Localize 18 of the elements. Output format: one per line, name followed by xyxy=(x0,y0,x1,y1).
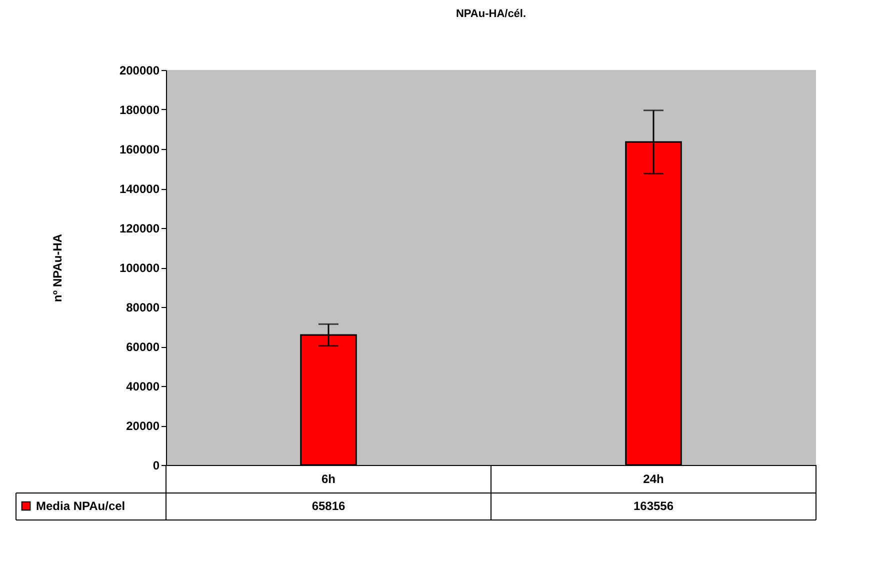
y-tick-label: 180000 xyxy=(119,103,160,117)
x-tick-label: 24h xyxy=(643,472,664,486)
chart-title: NPAu-HA/cél. xyxy=(456,8,526,20)
legend-label: Media NPAu/cel xyxy=(36,499,126,513)
y-tick-label: 200000 xyxy=(119,64,160,78)
data-label: 163556 xyxy=(633,499,674,513)
y-tick-label: 160000 xyxy=(119,142,160,156)
y-tick-label: 120000 xyxy=(119,222,160,236)
y-tick-label: 60000 xyxy=(126,340,160,354)
y-axis-title: nº NPAu-HA xyxy=(50,234,64,302)
y-tick-label: 20000 xyxy=(126,419,160,433)
x-tick-label: 6h xyxy=(321,472,336,486)
data-label: 65816 xyxy=(312,499,346,513)
y-tick-label: 100000 xyxy=(119,261,160,275)
y-tick-label: 140000 xyxy=(119,182,160,196)
y-tick-label: 80000 xyxy=(126,300,160,314)
y-tick-label: 0 xyxy=(152,458,160,472)
y-tick-label: 40000 xyxy=(126,380,160,394)
